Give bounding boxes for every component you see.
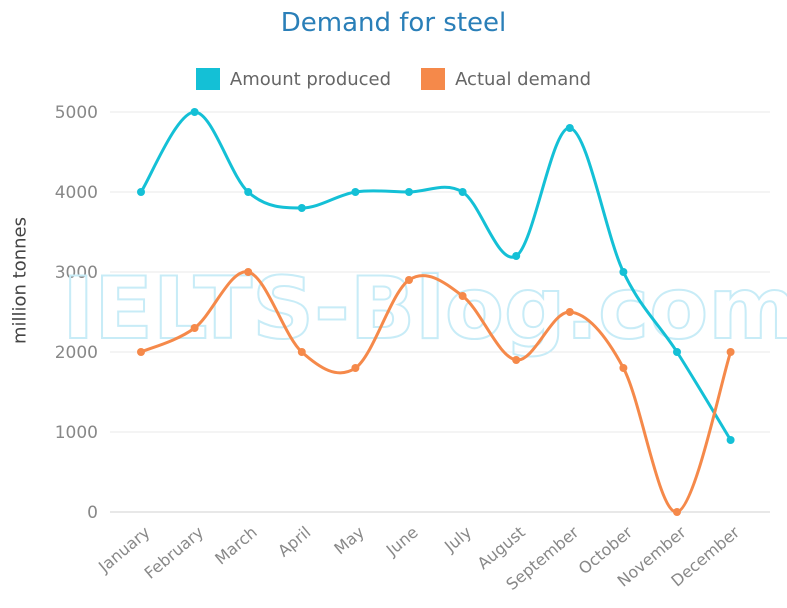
legend-label-demand: Actual demand bbox=[455, 68, 592, 90]
data-point-0 bbox=[565, 124, 574, 132]
data-point-1 bbox=[190, 324, 199, 332]
data-point-0 bbox=[405, 188, 413, 196]
data-point-1 bbox=[405, 276, 413, 284]
data-point-0 bbox=[244, 188, 253, 196]
x-tick-label: June bbox=[382, 523, 422, 561]
data-point-0 bbox=[673, 348, 681, 356]
data-point-1 bbox=[726, 348, 735, 356]
y-tick-label: 4000 bbox=[55, 183, 98, 203]
chart-title: Demand for steel bbox=[280, 8, 507, 38]
y-tick-label: 5000 bbox=[55, 103, 98, 123]
data-point-1 bbox=[297, 348, 306, 356]
legend-item-produced[interactable]: Amount produced bbox=[195, 68, 392, 90]
data-point-0 bbox=[351, 188, 360, 196]
y-tick-label: 3000 bbox=[55, 263, 98, 283]
data-point-1 bbox=[619, 364, 628, 372]
x-tick-label: April bbox=[274, 523, 314, 561]
data-point-1 bbox=[458, 292, 467, 300]
x-tick-label: March bbox=[211, 523, 261, 569]
data-point-1 bbox=[565, 308, 574, 316]
data-point-0 bbox=[726, 436, 735, 444]
legend-swatch-produced bbox=[195, 68, 220, 90]
data-point-1 bbox=[137, 348, 145, 356]
x-tick-label: July bbox=[440, 523, 475, 557]
data-point-1 bbox=[673, 508, 681, 516]
data-point-1 bbox=[512, 356, 521, 364]
legend: Amount produced Actual demand bbox=[0, 68, 787, 90]
data-point-0 bbox=[512, 252, 521, 260]
y-tick-label: 0 bbox=[87, 503, 98, 523]
data-point-0 bbox=[297, 204, 306, 212]
data-point-0 bbox=[137, 188, 145, 196]
y-tick-label: 1000 bbox=[55, 423, 98, 443]
data-point-0 bbox=[190, 108, 199, 116]
data-point-1 bbox=[351, 364, 360, 372]
x-tick-label: February bbox=[141, 523, 208, 583]
watermark: IELTS-Blog.com bbox=[62, 259, 787, 359]
legend-item-demand[interactable]: Actual demand bbox=[421, 68, 591, 90]
y-tick-label: 2000 bbox=[55, 343, 98, 363]
data-point-0 bbox=[619, 268, 628, 276]
data-point-0 bbox=[458, 188, 467, 196]
legend-swatch-demand bbox=[421, 68, 446, 90]
legend-label-produced: Amount produced bbox=[229, 68, 392, 90]
x-tick-label: May bbox=[330, 523, 368, 559]
data-point-1 bbox=[244, 268, 253, 276]
